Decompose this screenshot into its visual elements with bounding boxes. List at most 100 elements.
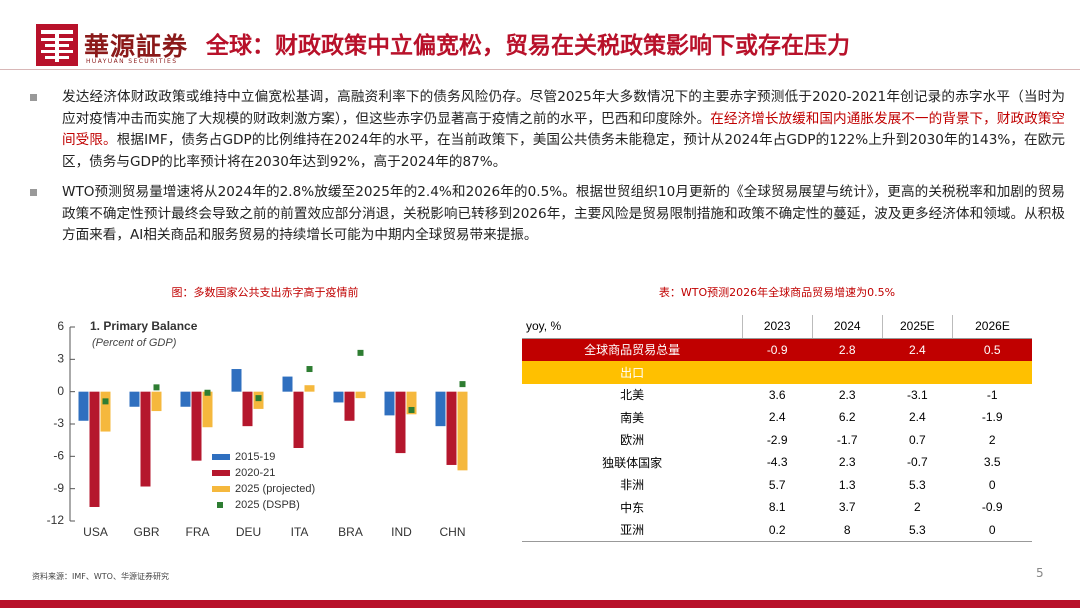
row: 非洲 5.7 1.3 5.3 0 (522, 474, 1032, 497)
x-tick-label: IND (391, 525, 412, 539)
table: yoy, % 2023 2024 2025E 2026E 全球商品贸易总量 -0.9 2.8 2… (522, 315, 1032, 542)
cell: -0.7 (907, 455, 928, 470)
cell-empty (882, 361, 952, 384)
y-tick-label: -6 (53, 449, 64, 463)
marker (459, 381, 466, 388)
cell: -1.7 (836, 432, 858, 447)
cell: 0.2 (742, 518, 813, 542)
cell: 2.4 (768, 410, 786, 425)
row: 出口 (522, 361, 1032, 384)
chart-caption: 图：多数国家公共支出赤字高于疫情前 (171, 286, 359, 299)
text: 根据IMF，债务占GDP的比例维持在2024年的水平，在当前政策下，美国公共债务… (62, 132, 1065, 170)
row-label: 南美 (620, 410, 645, 425)
y-tick-label: -3 (53, 416, 64, 430)
x-tick-label: GBR (133, 525, 159, 539)
bullet: 发达经济体财政政策或维持中立偏宽松基调，高融资利率下的债务风险仍存。尽管2025… (62, 87, 1065, 173)
legend-swatch (212, 486, 230, 492)
x-tick-label: ITA (291, 525, 309, 539)
cell: 1.3 (838, 477, 856, 492)
row-label: 中东 (620, 500, 645, 515)
cell: 0 (988, 477, 996, 492)
row-label: 出口 (620, 365, 645, 380)
cell: -3.1 (907, 387, 928, 402)
cell: -4.3 (766, 455, 788, 470)
source: 资料来源：IMF、WTO、华源证券研究 (32, 572, 169, 581)
cell: 2.4 (909, 410, 926, 425)
cell: -1.9 (981, 410, 1003, 425)
cell-empty (952, 361, 1032, 384)
cell: 2.3 (838, 455, 856, 470)
legend-swatch (212, 470, 230, 476)
bar (384, 391, 395, 416)
legend-swatch (212, 454, 230, 460)
cell: 3.5 (983, 455, 1001, 470)
row: 南美 2.4 6.2 2.4 -1.9 (522, 406, 1032, 429)
y-tick-label: 6 (57, 319, 64, 333)
row: 欧洲 -2.9 -1.7 0.7 2 (522, 429, 1032, 452)
bar (231, 369, 242, 392)
bar (457, 391, 468, 471)
bar (191, 391, 202, 461)
bar (151, 391, 162, 412)
cell: 0 (952, 518, 1032, 542)
brand-en: HUAYUAN SECURITIES (86, 58, 178, 65)
cell: 6.2 (838, 410, 856, 425)
cell: 8.1 (768, 500, 786, 515)
row: 全球商品贸易总量 -0.9 2.8 2.4 0.5 (522, 338, 1032, 361)
cell: 3.6 (768, 387, 786, 402)
header-cell: yoy, % (522, 315, 743, 339)
x-tick-label: BRA (338, 525, 363, 539)
bar (395, 391, 406, 454)
bar (355, 391, 366, 399)
legend-label: 2025 (projected) (235, 483, 315, 495)
row-label: 非洲 (620, 478, 645, 493)
cell-empty (812, 361, 882, 384)
row: 北美 3.6 2.3 -3.1 -1 (522, 384, 1032, 407)
marker (102, 398, 109, 405)
cell: -1 (986, 387, 998, 402)
x-tick-label: USA (83, 525, 108, 539)
bar (282, 376, 293, 392)
table-caption: 表：WTO预测2026年全球商品贸易增速为0.5% (658, 286, 896, 299)
bullet: WTO预测贸易量增速将从2024年的2.8%放缓至2025年的2.4%和2026… (62, 182, 1065, 247)
legend-label: 2015-19 (235, 451, 275, 463)
bar (202, 391, 213, 428)
x-tick-label: DEU (236, 525, 261, 539)
marker (255, 395, 262, 402)
row: 独联体国家 -4.3 2.3 -0.7 3.5 (522, 451, 1032, 474)
chart: 1. Primary Balance (Percent of GDP) 6 3 0 -… (47, 319, 468, 539)
cell: 2.8 (838, 342, 856, 357)
header-cell: 2023 (741, 315, 813, 339)
bar (446, 391, 457, 465)
text: WTO预测贸易量增速将从2024年的2.8%放缓至2025年的2.4%和2026… (62, 184, 1065, 244)
y-tick-label: 0 (57, 384, 64, 398)
marker (153, 384, 160, 391)
cell: 0.7 (909, 432, 926, 447)
row-label: 独联体国家 (602, 455, 663, 470)
logo-icon (36, 24, 78, 66)
cell: 2 (914, 500, 921, 515)
bar (435, 391, 446, 427)
bar (304, 385, 315, 392)
bar (89, 391, 100, 507)
bar (129, 391, 140, 407)
cell: 2.4 (909, 342, 926, 357)
header-cell: 2024 (811, 315, 883, 339)
marker (357, 349, 364, 356)
row-label: 欧洲 (620, 433, 645, 448)
chart-subtitle: (Percent of GDP) (92, 337, 177, 349)
bar (344, 391, 355, 421)
slide-title: 全球：财政政策中立偏宽松，贸易在关税政策影响下或存在压力 (206, 33, 850, 59)
brand: 華源証券 (84, 32, 189, 61)
y-tick-label: -9 (53, 481, 64, 495)
cell: -2.9 (766, 432, 788, 447)
bar (78, 391, 89, 421)
cell: 2 (988, 432, 996, 447)
cell: 8 (812, 518, 883, 542)
row-label: 亚洲 (522, 518, 743, 542)
row: 中东 8.1 3.7 2 -0.9 (522, 496, 1032, 519)
y-tick-label: 3 (57, 352, 64, 366)
divider (0, 69, 1080, 70)
marker (306, 366, 313, 373)
